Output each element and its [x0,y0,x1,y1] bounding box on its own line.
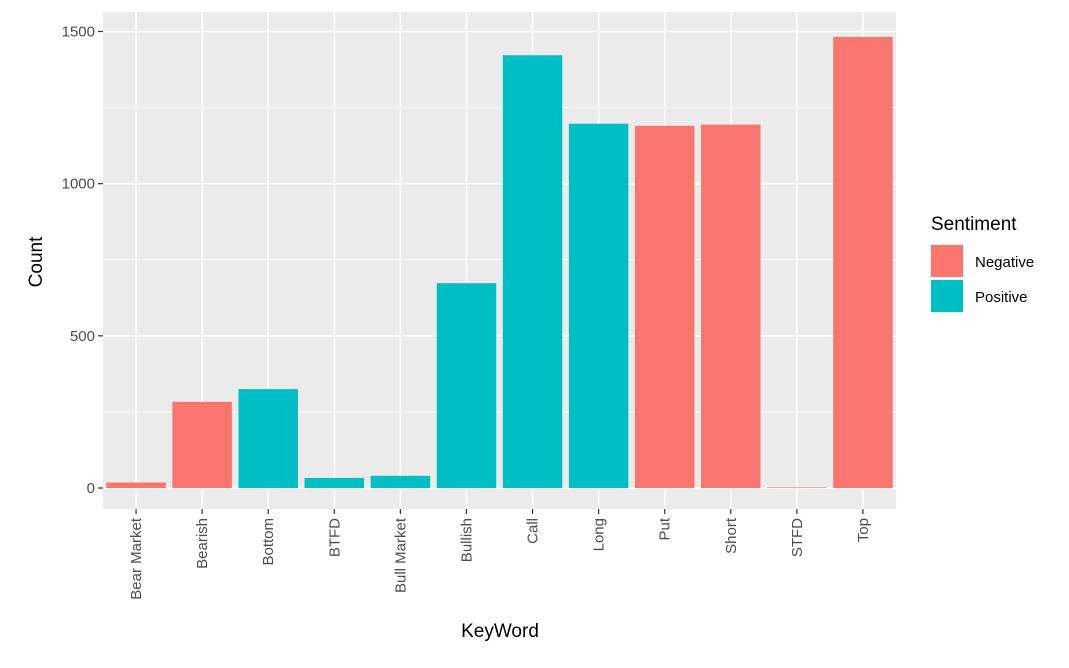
bar-bullish [436,283,497,488]
legend: Sentiment Negative Positive [930,214,1034,313]
legend-items: Negative Positive [930,244,1034,313]
x-tick-label: Put [657,517,674,540]
y-tick-label: 1000 [62,176,95,193]
bar-short [701,124,761,488]
y-axis-title: Count [26,236,47,287]
bar-bear-market [106,482,166,488]
bar-top [833,36,893,489]
legend-swatch-negative [931,245,963,277]
x-tick-label: Long [591,518,608,551]
x-tick-label: Bull Market [392,517,409,593]
legend-swatch-positive [931,280,963,312]
legend-title: Sentiment [931,214,1017,235]
bar-btfd [304,477,365,488]
x-tick-label: Top [855,518,872,542]
y-axis: 0 500 1000 1500 [62,24,103,497]
x-tick-label: STFD [789,518,806,557]
x-tick-label: Bullish [458,518,475,562]
bars [106,36,893,489]
x-axis: Bear Market Bearish Bottom BTFD Bull Market B… [128,509,872,600]
x-tick-label: Short [723,517,740,554]
legend-label-negative: Negative [975,254,1034,271]
x-tick-label: Bear Market [128,517,145,600]
plot-panel [103,12,896,509]
x-tick-label: Bearish [194,518,211,569]
x-tick-label: BTFD [326,518,343,557]
bar-put [634,125,695,489]
x-tick-label: Call [525,518,542,544]
bar-bottom [238,389,298,488]
bar-long [568,123,629,488]
bar-call [502,55,563,488]
x-axis-title: KeyWord [461,621,539,642]
y-tick-label: 0 [87,480,95,497]
bar-bearish [172,401,232,488]
bar-bull-market [370,475,431,488]
y-tick-label: 1500 [62,24,95,41]
x-tick-label: Bottom [260,518,277,566]
bar-stfd [767,487,827,488]
y-tick-label: 500 [70,328,95,345]
legend-label-positive: Positive [975,289,1028,306]
